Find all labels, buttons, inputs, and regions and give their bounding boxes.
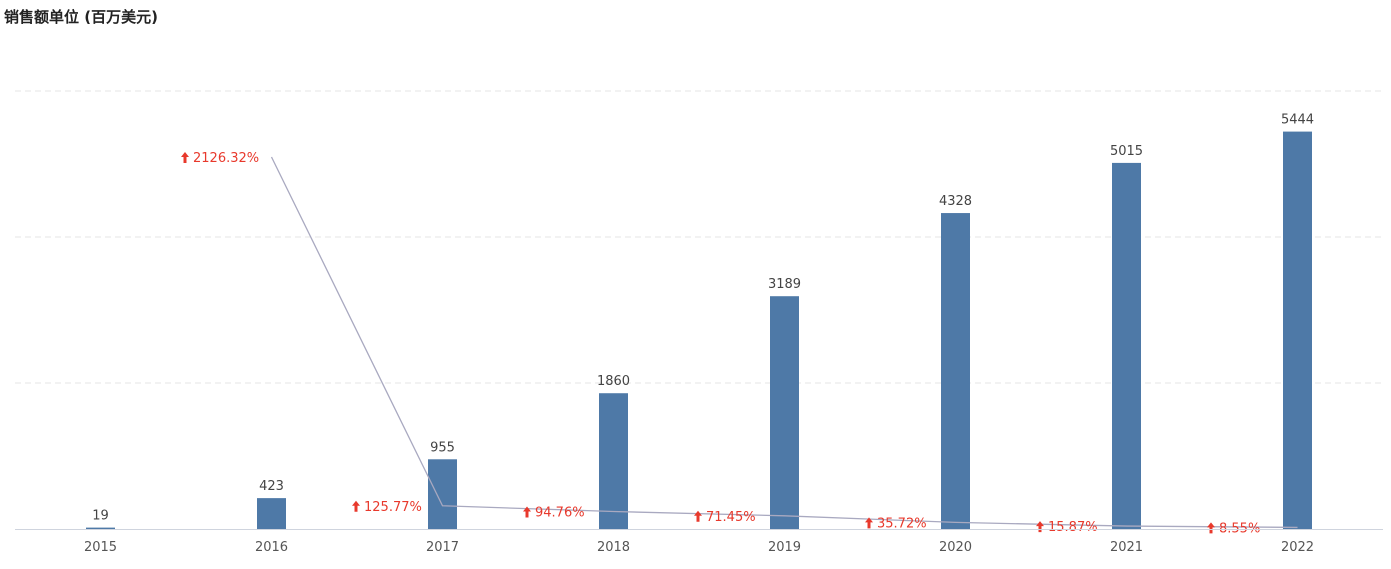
up-arrow-icon xyxy=(352,500,360,512)
bar-value-label: 5444 xyxy=(1281,113,1314,128)
bar-value-label: 955 xyxy=(430,440,455,455)
up-arrow-icon xyxy=(523,506,531,518)
growth-line xyxy=(270,156,1298,529)
growth-label: 2126.32% xyxy=(193,151,259,166)
up-arrow-icon xyxy=(865,517,873,529)
x-tick-label: 2020 xyxy=(939,540,972,555)
growth-label-group: 94.76% xyxy=(523,506,585,521)
bar-value-label: 19 xyxy=(92,509,109,524)
bar-value-label: 5015 xyxy=(1110,144,1143,159)
growth-label: 35.72% xyxy=(877,516,927,531)
growth-line-series: 2126.32% 125.77% 94.76% 71.45% 35.72% 15.87% 8… xyxy=(181,151,1298,536)
chart-title: 销售额单位 (百万美元) xyxy=(4,8,158,26)
up-arrow-icon xyxy=(694,510,702,522)
bar[interactable] xyxy=(599,393,628,529)
bar-value-label: 1860 xyxy=(597,374,630,389)
x-tick-label: 2017 xyxy=(426,540,459,555)
bar-series: 19 423 955 1860 3189 4328 5015 5444 xyxy=(86,113,1314,529)
growth-label-group: 2126.32% xyxy=(181,151,259,166)
growth-label: 71.45% xyxy=(706,510,756,525)
x-tick-label: 2022 xyxy=(1281,540,1314,555)
x-tick-label: 2019 xyxy=(768,540,801,555)
bar-value-label: 4328 xyxy=(939,194,972,209)
x-tick-label: 2015 xyxy=(84,540,117,555)
x-tick-label: 2016 xyxy=(255,540,288,555)
bar[interactable] xyxy=(1112,162,1141,529)
growth-label-group: 125.77% xyxy=(352,500,422,515)
bar[interactable] xyxy=(1283,131,1312,529)
up-arrow-icon xyxy=(1207,522,1215,534)
growth-label: 8.55% xyxy=(1219,521,1260,536)
growth-label: 94.76% xyxy=(535,506,585,521)
growth-label-group: 35.72% xyxy=(865,516,927,531)
growth-label: 15.87% xyxy=(1048,520,1098,535)
x-tick-label: 2021 xyxy=(1110,540,1143,555)
bar-value-label: 423 xyxy=(259,479,284,494)
grid-lines xyxy=(15,90,1383,384)
bar[interactable] xyxy=(941,213,970,529)
bar[interactable] xyxy=(86,527,115,529)
x-tick-label: 2018 xyxy=(597,540,630,555)
growth-label-group: 8.55% xyxy=(1207,521,1260,536)
bar[interactable] xyxy=(257,498,286,529)
x-axis: 2015 2016 2017 2018 2019 2020 2021 2022 xyxy=(15,529,1383,555)
bar[interactable] xyxy=(428,459,457,529)
growth-label-group: 71.45% xyxy=(694,510,756,525)
growth-label-group: 15.87% xyxy=(1036,520,1098,535)
up-arrow-icon xyxy=(181,152,189,163)
growth-label: 125.77% xyxy=(364,500,422,515)
bar-value-label: 3189 xyxy=(768,277,801,292)
up-arrow-icon xyxy=(1036,521,1044,533)
bar[interactable] xyxy=(770,296,799,529)
